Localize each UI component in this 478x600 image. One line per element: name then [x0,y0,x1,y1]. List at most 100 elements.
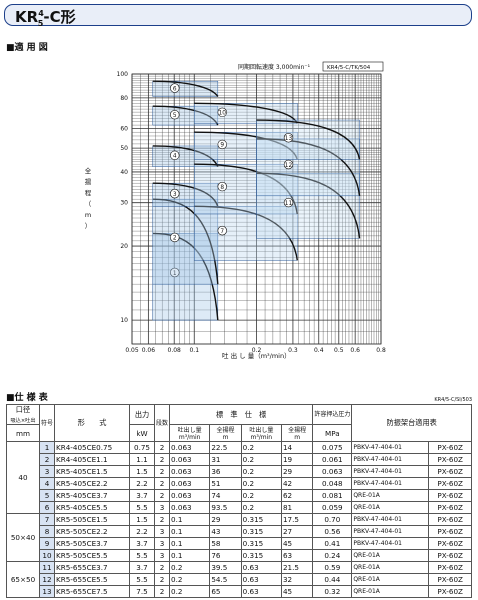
cell-model: KR5-405CE3.7 [54,489,131,502]
hdr-model: 形 式 [54,404,131,442]
ylabel-char: m [85,211,91,219]
zone-marker-② [170,232,180,243]
cell-mount-1: PBKV-47-404-01 [351,441,430,454]
cell-q2: 0.2 [240,501,282,514]
zone-marker-⑪ [283,197,294,208]
cell-q1: 0.2 [169,585,211,598]
cell-mount-2: PX-60Z [428,525,472,538]
table-row: 3 KR5-405CE1.5 1.5 2 0.063 36 0.2 29 0.063 PBKV-4… [7,465,472,478]
cell-no: 8 [38,525,56,538]
ylabel-char: 揚 [85,177,92,186]
cell-kw: 3.7 [129,561,156,574]
zone-label-⑪: 11 [285,201,293,207]
cell-h1: 43 [209,525,242,538]
chart-code: KR4/5-C/TK/504 [327,65,371,71]
cell-kw: 0.75 [129,441,156,454]
chart-xlabel: 吐 出 し 量（m³/min） [222,351,291,360]
cell-h1: 36 [209,465,242,478]
hdr-bore: 口径 吸込×吐出 [6,404,40,425]
cell-q2: 0.2 [240,489,282,502]
title-bar: KR45-C形 [4,4,472,28]
cell-mount-2: PX-60Z [428,453,472,466]
cell-kw: 5.5 [129,573,156,586]
zone-label-⑦: 7 [220,229,224,235]
cell-pressure: 0.59 [312,561,353,574]
cell-stages: 3 [154,549,171,562]
cell-kw: 2.2 [129,525,156,538]
zone-curve-⑫ [256,138,361,196]
cell-q2: 0.2 [240,465,282,478]
zone-⑤ [152,105,219,126]
cell-no: 11 [38,561,56,574]
cell-mount-2: PX-60Z [428,477,472,490]
cell-mount-2: PX-60Z [428,573,472,586]
cell-mount-2: PX-60Z [428,549,472,562]
hdr-bore-unit: mm [6,424,40,442]
cell-mount-2: PX-60Z [428,537,472,550]
cell-kw: 3.7 [129,537,156,550]
cell-pressure: 0.56 [312,525,353,538]
zone-curve-⑤ [152,105,219,126]
cell-q1: 0.2 [169,561,211,574]
x-tick-label: 0.05 [125,347,139,354]
zone-label-⑥: 6 [173,86,177,92]
zone-⑦ [194,206,298,261]
cell-stages: 2 [154,585,171,598]
y-tick-label: 40 [120,169,128,176]
cell-q1: 0.063 [169,465,211,478]
table-row: 40 1 KR4-405CE0.75 0.75 2 0.063 22.5 0.2 14 0.075… [6,441,472,514]
hdr-flow-1: 吐出し量 m³/min [169,424,211,442]
zone-curve-⑩ [194,102,298,124]
cell-bore: 65×50 [6,561,40,598]
cell-h1: 39.5 [209,561,242,574]
table-row: 50×40 7 KR5-505CE1.5 1.5 2 0.1 29 0.315 17.5 0.70… [6,513,472,562]
cell-mount-2: PX-60Z [428,489,472,502]
zone-⑧ [194,163,298,215]
cell-model: KR4-405CE1.1 [54,453,131,466]
zone-⑥ [152,80,219,97]
cell-kw: 7.5 [129,585,156,598]
zone-label-①: 1 [173,271,177,277]
table-row: 4 KR5-405CE2.2 2.2 2 0.063 51 0.2 42 0.048 PBKV-4… [7,477,472,490]
hdr-flow-2: 吐出し量 m³/min [240,424,282,442]
cell-mount-2: PX-60Z [428,513,472,526]
cell-kw: 3.7 [129,489,156,502]
zone-curve-⑬ [256,119,361,160]
cell-mount-2: PX-60Z [428,501,472,514]
zone-⑪ [256,173,360,239]
cell-mount-1: QRE-01A [351,549,430,562]
cell-h2: 14 [280,441,314,454]
zone-marker-⑥ [170,83,180,93]
cell-stages: 2 [154,513,171,526]
cell-model: KR4-405CE0.75 [54,441,131,454]
cell-q1: 0.063 [169,477,211,490]
cell-h2: 19 [280,453,314,466]
cell-h1: 54.5 [209,573,242,586]
cell-h2: 27 [280,525,314,538]
x-tick-label: 0.1 [189,347,199,354]
cell-model: KR5-505CE5.5 [54,549,131,562]
zone-label-⑨: 9 [220,143,224,149]
table-row: 65×50 11 KR5-655CE3.7 3.7 2 0.2 39.5 0.63 21.5 0.… [6,561,472,598]
cell-pressure: 0.061 [312,453,353,466]
cell-kw: 1.5 [129,513,156,526]
cell-mount-2: PX-60Z [428,441,472,454]
cell-no: 10 [38,549,56,562]
cell-stages: 2 [154,573,171,586]
cell-no: 3 [38,465,56,478]
cell-model: KR5-505CE2.2 [54,525,131,538]
cell-h1: 51 [209,477,242,490]
table-row: 13 KR5-655CE7.5 7.5 2 0.2 65 0.63 45 0.32 QRE-01A… [7,585,472,598]
cell-mount-2: PX-60Z [428,585,472,598]
zone-marker-④ [170,150,180,161]
y-tick-label: 30 [120,200,128,207]
cell-no: 4 [38,477,56,490]
cell-mount-1: PBKV-47-404-01 [351,525,430,538]
zone-label-②: 2 [173,236,177,242]
cell-no: 12 [38,573,56,586]
x-tick-label: 0.3 [288,347,298,354]
cell-h1: 74 [209,489,242,502]
cell-h1: 76 [209,549,242,562]
cell-q2: 0.315 [240,525,282,538]
zone-marker-⑨ [217,139,227,150]
